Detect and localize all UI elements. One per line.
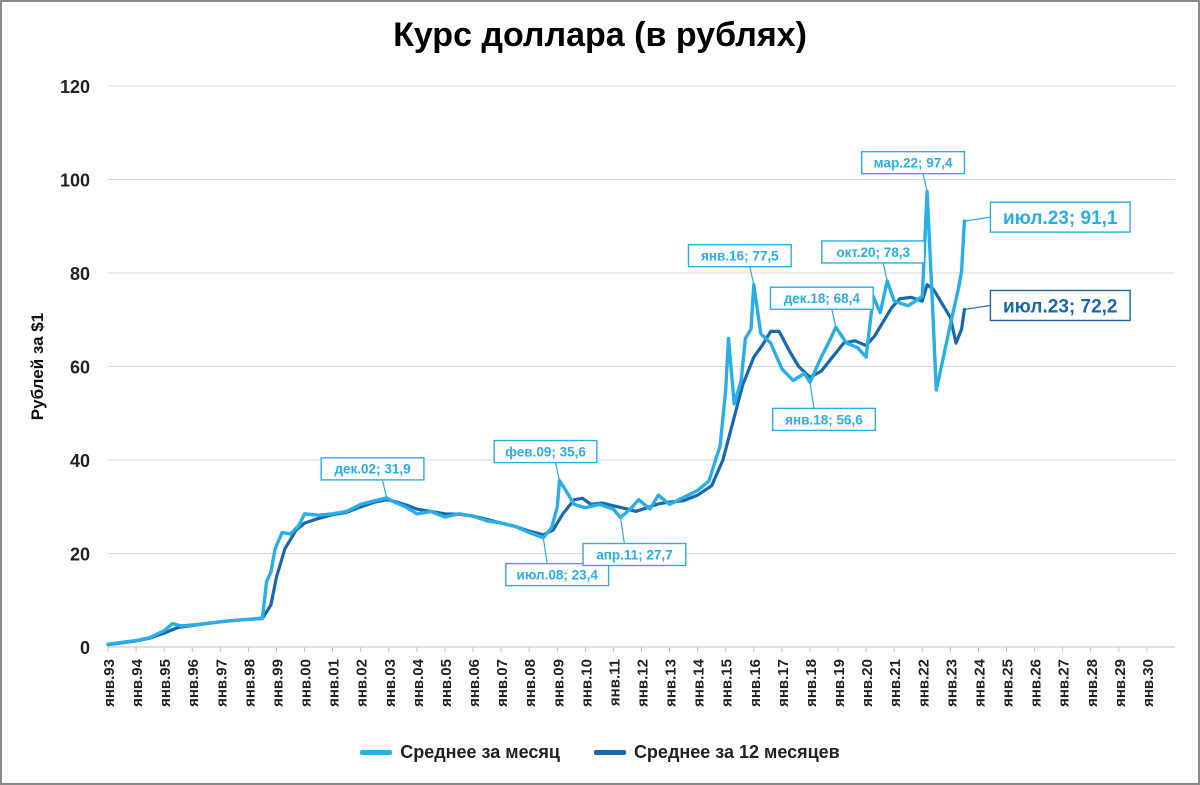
legend-label-yearly: Среднее за 12 месяцев — [633, 742, 840, 762]
annotation-box — [861, 150, 966, 175]
x-tick-label: янв.93 — [101, 659, 118, 707]
y-tick-label: 40 — [70, 451, 90, 471]
annotation-leader — [922, 173, 928, 192]
x-tick-label: янв.04 — [410, 658, 427, 707]
y-tick-label: 120 — [60, 77, 90, 97]
chart-legend: Среднее за месяц Среднее за 12 месяцев — [0, 742, 1200, 763]
annotation-box — [989, 289, 1131, 322]
legend-item-yearly: Среднее за 12 месяцев — [593, 742, 840, 763]
legend-swatch-yearly — [593, 750, 626, 755]
annotation-box — [582, 542, 687, 567]
x-tick-label: янв.97 — [213, 659, 230, 707]
legend-label-monthly: Среднее за месяц — [400, 742, 560, 762]
x-tick-label: янв.09 — [550, 659, 567, 707]
x-tick-label: янв.27 — [1056, 659, 1073, 707]
annotation-leader — [882, 262, 888, 282]
annotation-label: окт.20; 78,3 — [836, 245, 910, 260]
x-tick-label: янв.14 — [691, 658, 708, 707]
series-line-monthly — [106, 189, 967, 646]
annotation-box — [687, 243, 792, 268]
annotation-label: июл.23; 91,1 — [1003, 208, 1118, 229]
annotation-label: дек.18; 68,4 — [784, 291, 861, 306]
y-tick-label: 60 — [70, 358, 90, 378]
annotation-leader — [809, 382, 815, 409]
annotation-leader — [619, 517, 626, 544]
annotation-leader — [831, 309, 837, 328]
annotation-label: янв.18; 56,6 — [785, 412, 863, 427]
x-tick-label: янв.13 — [663, 659, 680, 707]
legend-swatch-monthly — [360, 750, 393, 755]
x-tick-label: янв.11 — [606, 659, 623, 706]
series-line-yearly — [106, 283, 967, 647]
annotation-label: апр.11; 27,7 — [596, 547, 672, 562]
annotation-label: июл.23; 72,2 — [1003, 296, 1118, 317]
annotation-box — [771, 407, 877, 432]
x-tick-label: янв.15 — [719, 659, 736, 707]
annotation-leader — [554, 462, 561, 481]
x-tick-label: янв.16 — [747, 659, 764, 707]
x-tick-label: янв.05 — [438, 659, 455, 707]
annotation-leader — [964, 304, 991, 311]
annotation-leader — [381, 479, 388, 498]
annotation-label: мар.22; 97,4 — [874, 156, 953, 171]
annotation-box — [821, 240, 926, 264]
x-tick-label: янв.25 — [1000, 659, 1017, 707]
annotation-box — [493, 439, 598, 464]
y-tick-label: 100 — [60, 171, 90, 191]
y-tick-label: 20 — [70, 545, 90, 565]
annotation-box — [989, 201, 1131, 233]
annotation-leader — [542, 537, 548, 564]
x-tick-label: янв.94 — [129, 658, 146, 707]
annotation-leader — [964, 216, 991, 222]
x-tick-label: янв.98 — [241, 659, 258, 707]
annotation-label: фев.09; 35,6 — [505, 444, 586, 459]
x-tick-label: янв.96 — [185, 659, 202, 707]
x-tick-label: янв.26 — [1028, 659, 1045, 707]
annotation-leader — [749, 266, 755, 285]
x-tick-label: янв.23 — [943, 659, 960, 707]
x-tick-label: янв.95 — [157, 659, 174, 707]
y-tick-label: 0 — [80, 638, 90, 658]
x-tick-label: янв.06 — [466, 659, 483, 707]
x-tick-label: янв.00 — [298, 659, 315, 707]
x-tick-label: янв.08 — [522, 659, 539, 707]
x-tick-label: янв.18 — [803, 659, 820, 707]
x-tick-label: янв.01 — [326, 659, 343, 707]
x-tick-label: янв.30 — [1140, 659, 1157, 707]
annotation-box — [769, 286, 874, 310]
x-tick-label: янв.03 — [382, 659, 399, 707]
x-tick-label: янв.29 — [1112, 659, 1129, 707]
x-tick-label: янв.99 — [269, 659, 286, 707]
annotation-box — [505, 562, 610, 587]
annotation-label: июл.08; 23,4 — [517, 567, 599, 582]
x-tick-label: янв.24 — [971, 658, 988, 707]
chart-title: Курс доллара (в рублях) — [393, 16, 807, 54]
x-tick-label: янв.02 — [354, 659, 371, 707]
x-tick-label: янв.20 — [859, 659, 876, 707]
x-tick-label: янв.10 — [578, 659, 595, 707]
x-tick-label: янв.22 — [915, 659, 932, 707]
x-tick-label: янв.28 — [1084, 659, 1101, 707]
x-tick-label: янв.21 — [887, 659, 904, 707]
y-tick-label: 80 — [70, 264, 90, 284]
annotation-label: янв.16; 77,5 — [701, 249, 779, 264]
x-tick-label: янв.19 — [831, 659, 848, 707]
x-tick-label: янв.17 — [775, 659, 792, 707]
y-axis-title: Рублей за $1 — [28, 313, 47, 420]
x-tick-label: янв.12 — [635, 659, 652, 707]
x-tick-label: янв.07 — [494, 659, 511, 707]
annotation-label: дек.02; 31,9 — [334, 462, 410, 477]
legend-item-monthly: Среднее за месяц — [360, 742, 560, 763]
annotation-box — [320, 457, 425, 481]
